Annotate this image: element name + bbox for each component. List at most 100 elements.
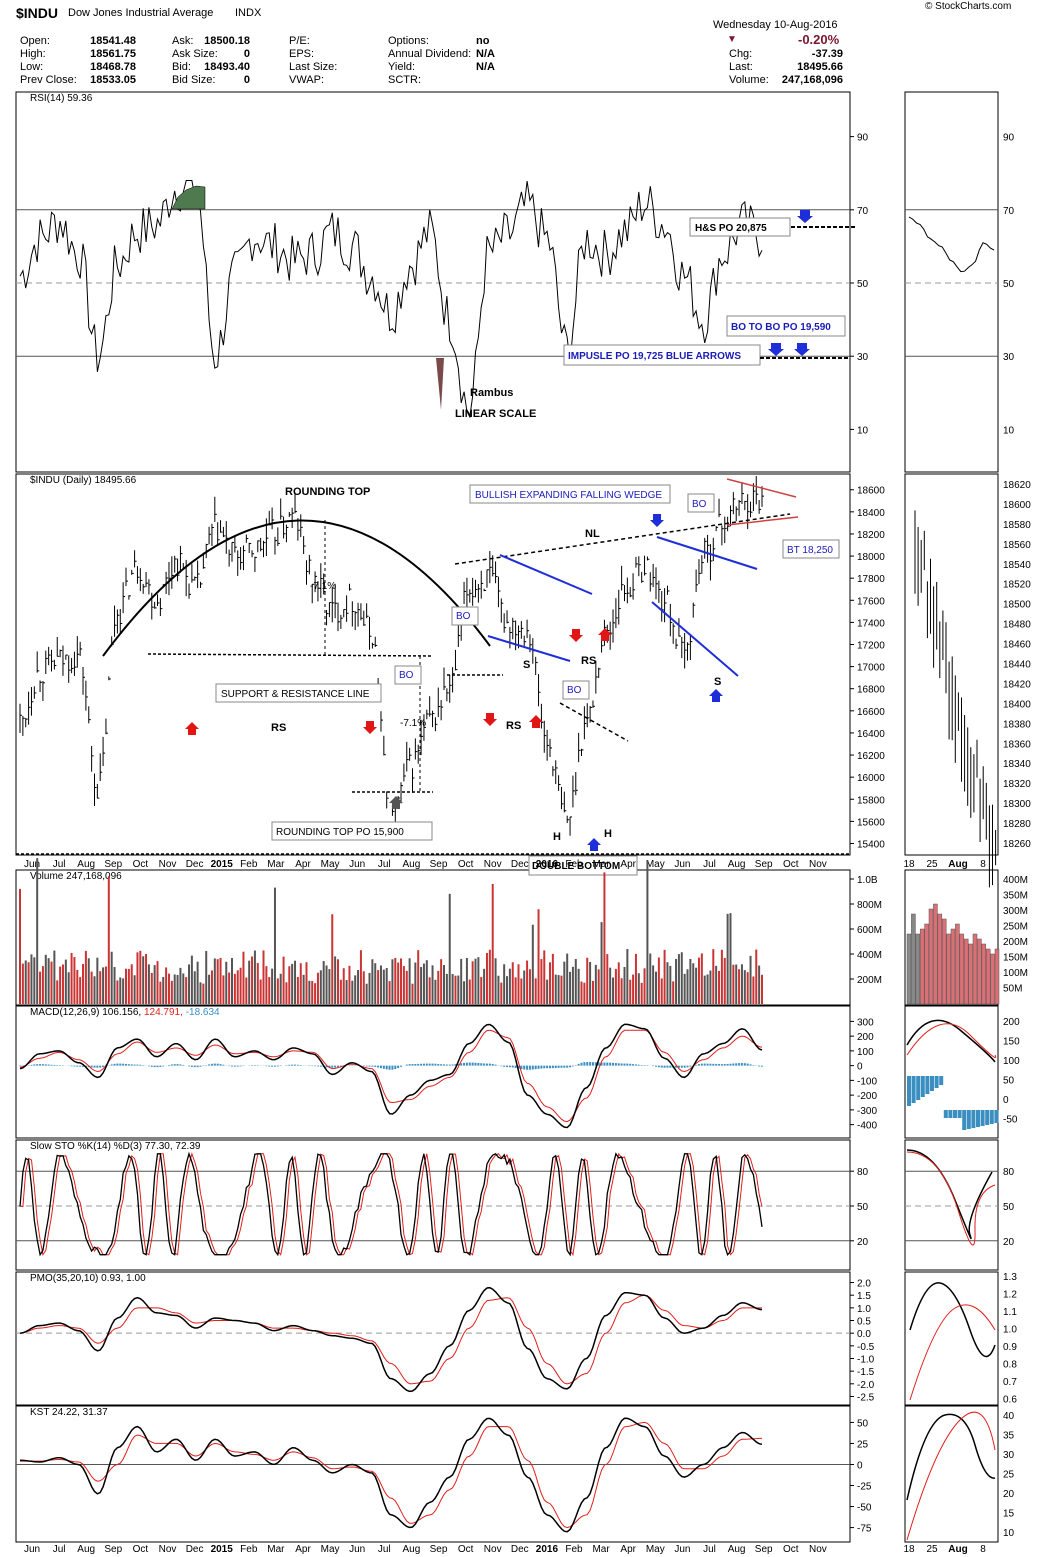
option-value: no	[476, 35, 490, 47]
exchange: INDX	[235, 7, 262, 19]
x-axis-label: Nov	[809, 1544, 827, 1555]
zoom-volume-bar	[981, 943, 987, 1005]
last-value: -37.39	[811, 48, 843, 60]
y-tick-label: 17400	[857, 618, 885, 629]
y-tick-label: -25	[857, 1482, 872, 1493]
zoom-y-tick-label: 18580	[1003, 520, 1031, 531]
zoom-volume-bar	[928, 908, 934, 1005]
zoom-volume-bar	[950, 928, 956, 1005]
zoom-y-tick-label: 150	[1003, 1037, 1020, 1048]
macd-legend-value: 124.791,	[144, 1007, 186, 1018]
fundamental-label: VWAP:	[289, 74, 325, 86]
y-tick-label: 50	[857, 279, 869, 290]
hs-po-label: H&S PO 20,875	[695, 223, 767, 234]
x-axis-label: Jul	[703, 859, 716, 870]
y-tick-label: 17200	[857, 640, 885, 651]
x-axis-label: Oct	[458, 859, 474, 870]
bt-callout	[782, 539, 840, 559]
x-axis-label: Feb	[240, 1544, 258, 1555]
y-tick-label: 18400	[857, 508, 885, 519]
rsi-overbought-fill	[171, 185, 206, 210]
y-tick-label: 300	[857, 1017, 874, 1028]
quote-label: Open:	[20, 35, 50, 47]
zoom-y-tick-label: 50	[1003, 279, 1015, 290]
kst-signal-line	[20, 1421, 762, 1529]
zoom-macd-histogram-bar	[948, 1110, 953, 1118]
zoom-volume-bar	[915, 933, 921, 1005]
bo-callout	[562, 680, 590, 700]
support-resistance-line	[147, 653, 433, 657]
sto-k-line	[19, 1151, 763, 1257]
double-bottom-callout	[528, 855, 638, 876]
zoom-y-tick-label: 10	[1003, 425, 1015, 436]
wedge-trendline	[656, 536, 758, 570]
zoom-y-tick-label: 100	[1003, 1056, 1020, 1067]
x-axis-label: Jun	[349, 859, 365, 870]
y-tick-label: -75	[857, 1524, 872, 1535]
zoom-y-tick-label: 250M	[1003, 922, 1028, 933]
macd-legend-value: 106.156,	[102, 1007, 144, 1018]
zoom-y-tick-label: 18540	[1003, 560, 1031, 571]
neckline-label: NL	[585, 528, 600, 540]
panel-frame	[15, 869, 851, 1006]
zoom-volume-bar	[977, 938, 982, 1005]
zoom-sto-k-line	[906, 1149, 993, 1240]
pmo-line	[19, 1286, 763, 1393]
bo-callout	[451, 606, 479, 626]
y-tick-label: -100	[857, 1076, 877, 1087]
zoom-panel-frame	[904, 91, 999, 473]
bo-callout	[726, 315, 846, 337]
zoom-volume-bar	[933, 903, 938, 1005]
zoom-macd-histogram-bar	[976, 1110, 980, 1127]
last-label: Last:	[729, 61, 753, 73]
blue-arrow-icon	[650, 514, 664, 527]
zoom-y-tick-label: 18560	[1003, 540, 1031, 551]
bidask-value: 18500.18	[204, 35, 250, 47]
x-axis-label: Jul	[378, 1544, 391, 1555]
x-axis-label: Jun	[674, 1544, 690, 1555]
y-tick-label: 16000	[857, 773, 885, 784]
zoom-y-tick-label: 18300	[1003, 799, 1031, 810]
double-bottom-label: DOUBLE BOTTOM	[532, 861, 620, 872]
quote-label: Low:	[20, 61, 44, 73]
x-axis-label: Sep	[755, 859, 773, 870]
zoom-macd-histogram-bar	[989, 1110, 994, 1124]
zoom-y-tick-label: 200M	[1003, 937, 1028, 948]
quote-value: 18468.78	[90, 61, 136, 73]
zoom-y-tick-label: 90	[1003, 133, 1015, 144]
blue-arrow-icon	[587, 838, 601, 851]
y-tick-label: 50	[857, 1418, 869, 1429]
quote-value: 18541.48	[90, 35, 136, 47]
zoom-macd-histogram-bar	[943, 1110, 948, 1118]
x-axis-label: Mar	[267, 1544, 285, 1555]
zoom-x-axis-label: 18	[903, 1544, 915, 1555]
zoom-y-tick-label: 25	[1003, 1470, 1015, 1481]
panel-frame	[15, 1271, 851, 1406]
zoom-macd-signal	[906, 1023, 997, 1058]
y-tick-label: 2.0	[857, 1279, 871, 1290]
wedge-trendline	[499, 554, 593, 595]
red-arrow-icon	[185, 722, 199, 735]
bidask-label: Ask:	[172, 35, 194, 47]
blue-arrow-icon	[794, 343, 810, 356]
rs-label: RS	[271, 722, 286, 734]
panel-title: RSI(14) 59.36	[30, 93, 93, 104]
panel-title: PMO(35,20,10) 0.93, 1.00	[30, 1273, 146, 1284]
zoom-volume-bar	[959, 933, 965, 1005]
zoom-pmo-signal	[909, 1304, 996, 1401]
zoom-y-tick-label: 18280	[1003, 819, 1031, 830]
zoom-y-tick-label: 0.8	[1003, 1360, 1017, 1371]
bo-po-label: BO TO BO PO 19,590	[731, 322, 831, 333]
sto-d-line	[19, 1152, 763, 1257]
zoom-y-tick-label: 100M	[1003, 968, 1028, 979]
zoom-macd-histogram-bar	[907, 1076, 911, 1106]
bo-label: BO	[456, 611, 471, 622]
panel-frame	[15, 473, 851, 856]
zoom-macd-histogram-bar	[985, 1110, 990, 1125]
red-channel-line	[726, 478, 797, 498]
zoom-x-axis-label: Aug	[948, 859, 967, 870]
x-axis-label: Feb	[240, 859, 258, 870]
zoom-panel-frame	[904, 1139, 999, 1271]
x-axis-label: Feb	[565, 859, 583, 870]
zoom-y-tick-label: 18340	[1003, 759, 1031, 770]
